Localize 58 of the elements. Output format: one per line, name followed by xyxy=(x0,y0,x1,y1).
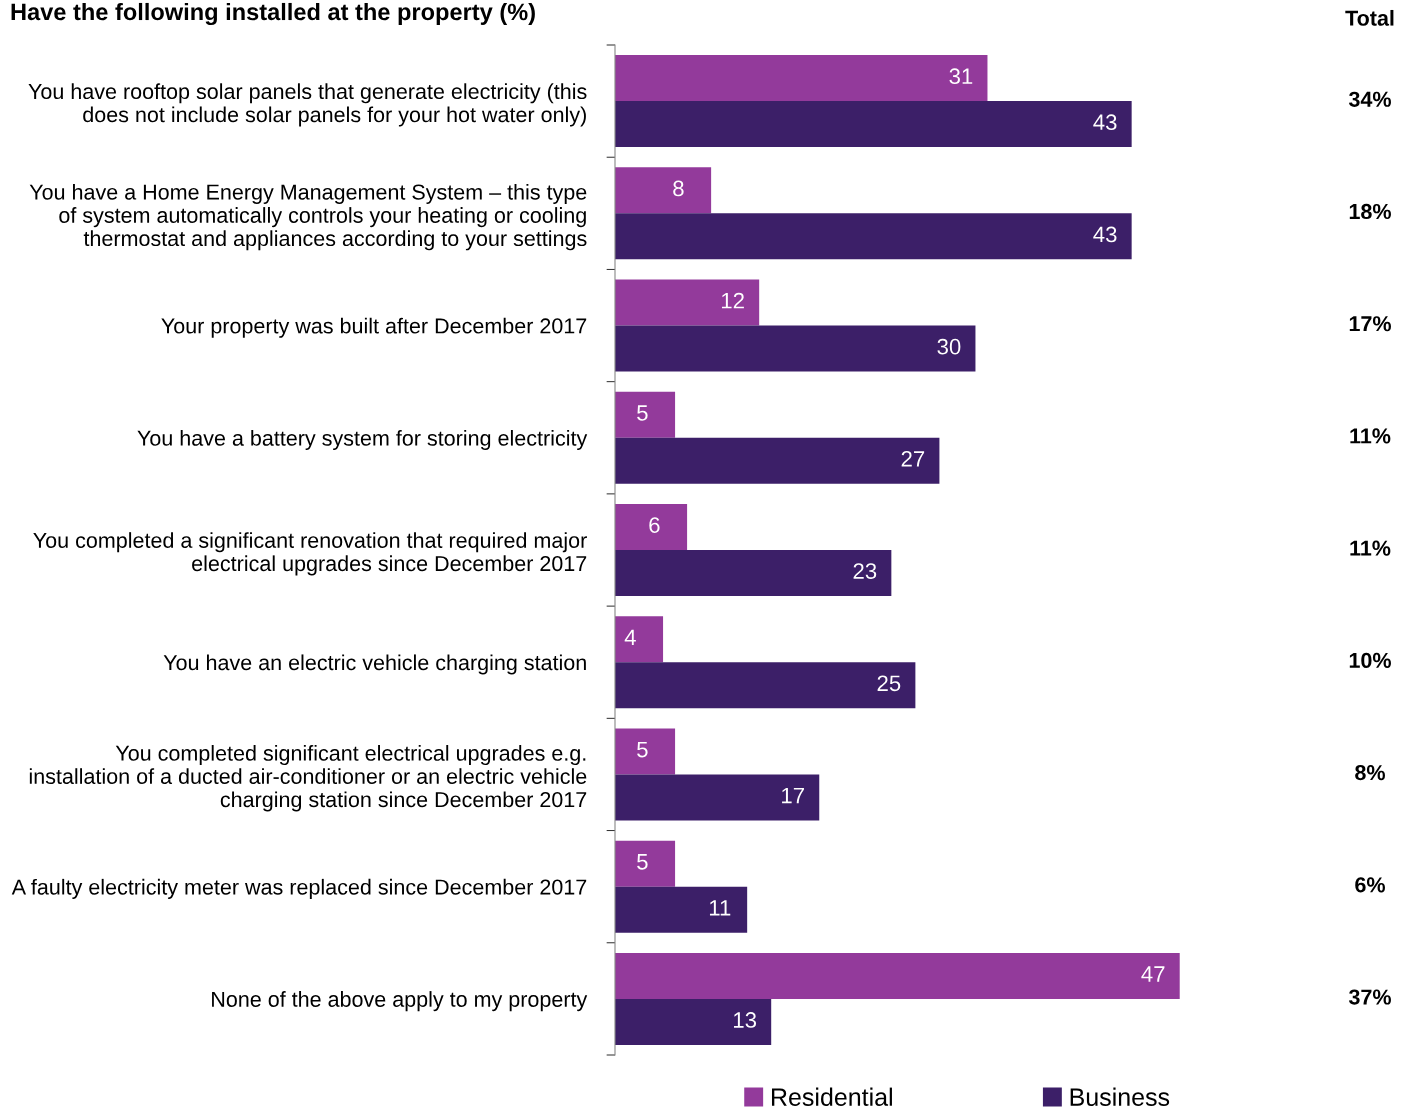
data-label: 11 xyxy=(709,900,731,916)
data-label: 5 xyxy=(637,405,648,421)
y-tick-label: Your property was built after December 2017 xyxy=(161,317,587,338)
legend-label: Residential xyxy=(771,1087,892,1106)
bar xyxy=(615,952,1180,999)
text: 18% xyxy=(1349,203,1391,220)
y-tick-label: You have rooftop solar panels that generate electricity (this does not include solar panels for your hot water only) xyxy=(28,83,587,127)
text: 11% xyxy=(1350,428,1391,444)
data-label: 31 xyxy=(949,68,973,85)
bar xyxy=(615,616,664,663)
data-label: 4 xyxy=(624,629,636,645)
bar xyxy=(615,503,688,550)
text: 34% xyxy=(1348,91,1391,107)
data-label: 25 xyxy=(877,675,901,692)
bar xyxy=(615,279,760,326)
data-label: 27 xyxy=(901,451,925,467)
bar xyxy=(615,662,916,709)
text: 10% xyxy=(1349,652,1391,668)
bar xyxy=(615,55,988,102)
data-label: 43 xyxy=(1093,114,1117,131)
data-label: 5 xyxy=(637,854,648,870)
data-label: 8 xyxy=(673,180,684,197)
bar xyxy=(615,998,772,1045)
text: 6% xyxy=(1355,877,1385,893)
data-label: 12 xyxy=(721,292,744,309)
data-label: 5 xyxy=(637,741,648,758)
y-tick-label: You completed significant electrical upgrades e.g. installation of a ducted air-conditioner or an electric vehicle charging station since December 2017 xyxy=(29,745,587,812)
bar xyxy=(615,728,676,775)
y-tick-label: You have a battery system for storing electricity xyxy=(137,429,588,451)
y-tick-label: A faulty electricity meter was replaced since December 2017 xyxy=(11,878,587,899)
bar xyxy=(615,325,976,372)
bar xyxy=(615,550,892,597)
data-label: 13 xyxy=(734,1012,757,1028)
data-label: 17 xyxy=(782,787,804,804)
data-label: 30 xyxy=(937,338,961,355)
data-label: 47 xyxy=(1141,966,1165,982)
bar xyxy=(615,167,712,214)
data-label: 23 xyxy=(853,563,877,579)
bar xyxy=(615,213,1132,260)
bar xyxy=(615,101,1132,148)
y-tick-label: You completed a significant renovation that required major electrical upgrades since December 2017 xyxy=(33,532,587,576)
legend-label: Business xyxy=(1070,1087,1170,1106)
text: Total xyxy=(1345,9,1394,26)
data-label: 6 xyxy=(649,517,660,533)
bar xyxy=(615,886,748,933)
data-label: 43 xyxy=(1093,226,1117,243)
text: 8% xyxy=(1355,764,1385,781)
y-tick-label: None of the above apply to my property xyxy=(212,991,588,1012)
y-tick-label: You have an electric vehicle charging station xyxy=(163,654,586,675)
text: 17% xyxy=(1349,316,1391,332)
text: Have the following installed at the property (%) xyxy=(11,2,535,26)
bar xyxy=(615,391,676,438)
y-tick-label: You have a Home Energy Management System – this type of system automatically controls your heating or cooling thermostat and appliances according to your settings xyxy=(29,183,587,251)
bar xyxy=(615,437,940,484)
text: 37% xyxy=(1348,989,1391,1005)
bar xyxy=(615,840,676,887)
text: 11% xyxy=(1350,540,1391,556)
bar xyxy=(615,774,820,821)
